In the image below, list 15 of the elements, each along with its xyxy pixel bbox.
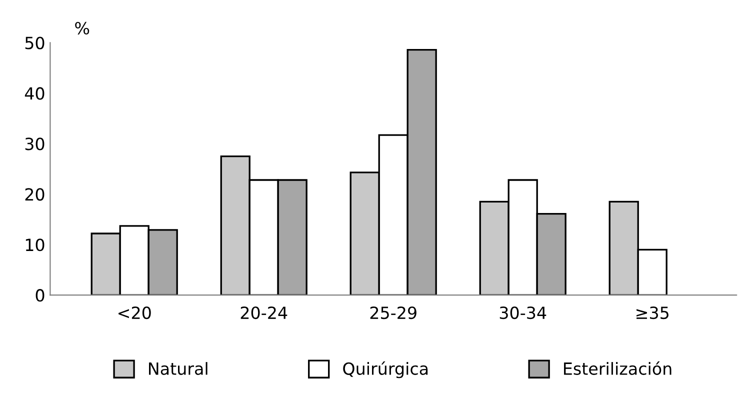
legend-label: Natural: [149, 362, 208, 375]
y-axis-title: %: [75, 22, 90, 34]
y-tick-label: 0: [36, 289, 44, 302]
x-tick-label: ≥35: [636, 306, 668, 320]
y-tick-label: 40: [24, 87, 44, 100]
x-tick-label: 30-34: [500, 306, 546, 320]
legend-label: Esterilización: [564, 361, 672, 375]
x-tick-label: <20: [118, 306, 151, 320]
x-tick-label: 25-29: [370, 306, 416, 320]
x-tick-label: 20-24: [240, 306, 288, 320]
legend-label: Quirúrgica: [343, 361, 428, 378]
y-tick-label: 20: [25, 188, 44, 201]
y-tick-label: 50: [25, 36, 44, 50]
y-tick-label: 10: [26, 238, 44, 252]
y-tick-label: 30: [25, 138, 44, 150]
